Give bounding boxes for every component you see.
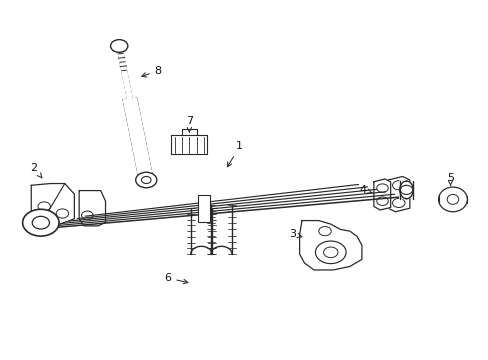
Circle shape: [315, 241, 346, 264]
Polygon shape: [399, 181, 412, 199]
Polygon shape: [299, 221, 361, 270]
Ellipse shape: [438, 187, 467, 212]
Text: 2: 2: [30, 163, 42, 178]
Text: 7: 7: [185, 116, 193, 132]
Polygon shape: [117, 49, 132, 99]
Bar: [198, 195, 209, 221]
Polygon shape: [387, 176, 409, 212]
Text: 8: 8: [142, 66, 162, 77]
Circle shape: [22, 209, 59, 236]
Text: 5: 5: [446, 172, 453, 185]
Polygon shape: [171, 135, 207, 154]
Text: 1: 1: [227, 141, 243, 167]
Polygon shape: [373, 179, 390, 210]
Text: 3: 3: [288, 229, 301, 239]
Circle shape: [136, 172, 157, 188]
Polygon shape: [123, 98, 153, 181]
Polygon shape: [31, 184, 74, 224]
Text: 4: 4: [359, 185, 371, 194]
Polygon shape: [79, 190, 105, 226]
Text: 6: 6: [164, 273, 187, 284]
Circle shape: [110, 40, 127, 52]
